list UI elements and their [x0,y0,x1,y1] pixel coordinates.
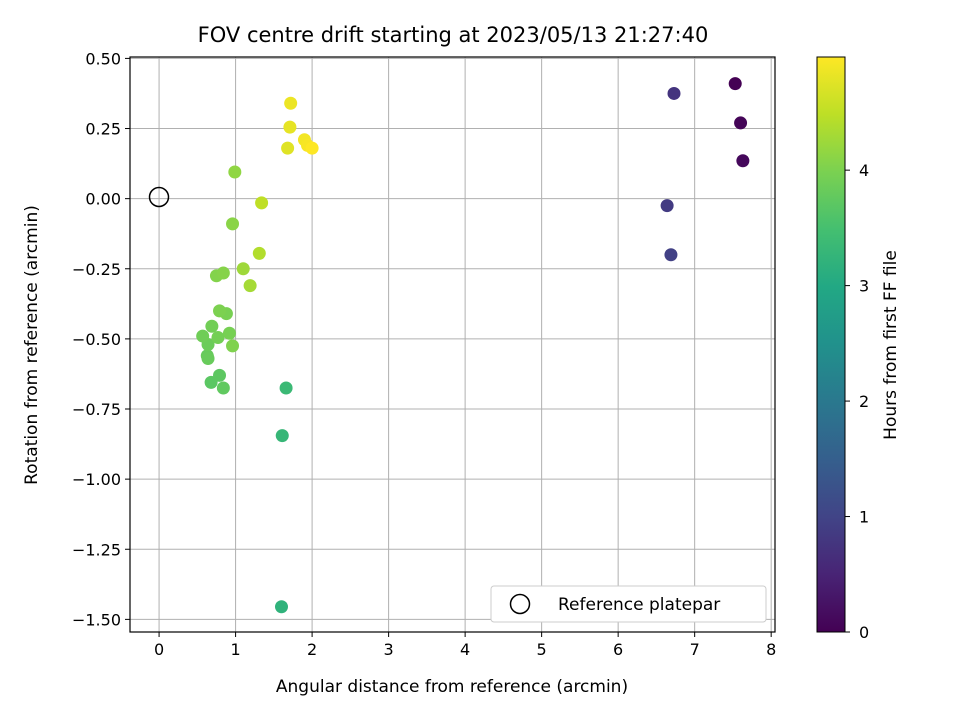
chart-title: FOV centre drift starting at 2023/05/13 … [198,23,709,47]
x-tick-label: 0 [154,640,164,659]
y-tick-label: −1.25 [72,540,121,559]
colorbar-ticks: 0 1 2 3 4 [845,161,869,642]
y-tick-label: −1.50 [72,610,121,629]
data-point [226,217,240,231]
x-tick-label: 2 [307,640,317,659]
data-point [213,368,227,382]
data-point [284,96,298,110]
data-point [305,141,319,155]
x-axis-label: Angular distance from reference (arcmin) [276,677,628,697]
x-axis-ticks: 0 1 2 3 4 5 6 7 8 [154,632,776,659]
data-point [213,304,227,318]
data-point [226,339,240,353]
data-point [228,165,242,179]
data-point [660,199,674,213]
x-tick-label: 3 [384,640,394,659]
data-point [736,154,750,168]
colorbar-tick-label: 1 [859,508,869,527]
y-tick-label: 0.00 [85,190,121,209]
colorbar-tick-label: 0 [859,623,869,642]
y-axis-ticks: 0.50 0.25 0.00 −0.25 −0.50 −0.75 −1.00 −1.25 −1.… [72,49,130,629]
data-point [283,120,297,134]
y-tick-label: −0.25 [72,260,121,279]
y-tick-label: 0.25 [85,120,121,139]
data-point [201,352,215,366]
data-point [236,262,250,276]
colorbar: 0 1 2 3 4 Hours from first FF file [816,56,901,642]
y-tick-label: 0.50 [85,49,121,68]
colorbar-tick-label: 3 [859,277,869,296]
colorbar-tick-label: 4 [859,161,869,180]
grid [130,57,775,632]
data-point [664,248,678,262]
y-tick-label: −0.50 [72,330,121,349]
data-point [734,116,748,130]
data-point [255,196,269,210]
x-tick-label: 6 [613,640,623,659]
x-tick-label: 7 [690,640,700,659]
y-tick-label: −0.75 [72,400,121,419]
data-point [281,141,295,155]
data-point [216,381,230,395]
legend: Reference platepar [490,585,767,623]
data-point [275,429,289,443]
colorbar-tick-label: 2 [859,392,869,411]
data-point [728,77,742,91]
data-point [252,246,266,260]
legend-label: Reference platepar [558,595,720,615]
x-tick-label: 1 [230,640,240,659]
x-tick-label: 8 [766,640,776,659]
legend-marker [509,593,531,615]
colorbar-label: Hours from first FF file [881,250,901,440]
y-tick-label: −1.00 [72,470,121,489]
data-point [205,319,219,333]
data-point [216,266,230,280]
data-point [274,600,288,614]
data-point [211,330,225,344]
data-point [196,329,210,343]
legend-box [490,585,767,623]
y-axis-label: Rotation from reference (arcmin) [22,205,42,485]
data-point [222,326,236,340]
colorbar-gradient [816,56,846,633]
x-tick-label: 4 [460,640,470,659]
data-point [243,279,257,293]
plot-frame [129,56,776,633]
x-tick-label: 5 [537,640,547,659]
data-point [667,86,681,100]
data-points [196,77,750,614]
reference-marker [148,186,170,208]
data-point [279,381,293,395]
